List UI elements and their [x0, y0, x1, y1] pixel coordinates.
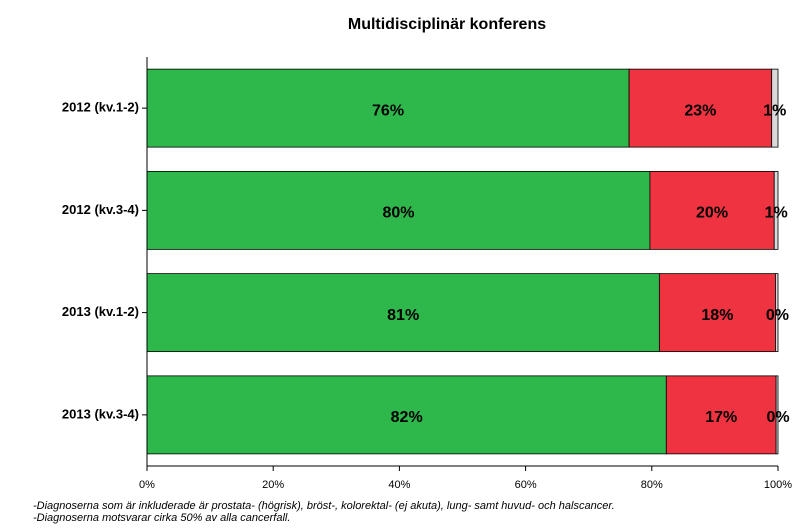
data-label: 23% — [684, 102, 716, 119]
footnote: -Diagnoserna som är inkluderade är prost… — [33, 500, 615, 512]
data-label: 82% — [391, 409, 423, 426]
x-tick-label: 0% — [139, 479, 155, 491]
bar-segment — [146, 68, 630, 148]
bar-segment — [628, 68, 773, 148]
y-tick-label: 2013 (kv.1-2) — [62, 304, 139, 319]
bar-segment — [775, 375, 779, 455]
x-tick-label: 40% — [388, 479, 410, 491]
data-label: 18% — [701, 307, 733, 324]
bar-segment — [658, 273, 776, 353]
footnote: -Diagnoserna motsvarar cirka 50% av alla… — [33, 512, 290, 524]
bar-segment — [146, 170, 651, 250]
x-tick-label: 20% — [262, 479, 284, 491]
bar-segment — [771, 68, 779, 148]
data-label: 80% — [382, 205, 414, 222]
data-label: 17% — [705, 409, 737, 426]
chart-title: Multidisciplinär konferens — [348, 16, 546, 33]
x-tick-label: 100% — [764, 479, 792, 491]
y-tick-label: 2013 (kv.3-4) — [62, 406, 139, 421]
data-label: 0% — [766, 307, 789, 324]
data-label: 81% — [387, 307, 419, 324]
bar-segment — [649, 170, 775, 250]
data-label: 20% — [696, 205, 728, 222]
data-label: 1% — [763, 102, 786, 119]
bar-segment — [775, 273, 779, 353]
bar-segment — [146, 273, 660, 353]
bar-segment — [146, 375, 667, 455]
data-label: 76% — [372, 102, 404, 119]
bar-segment — [665, 375, 777, 455]
x-tick-label: 60% — [515, 479, 537, 491]
bar-segment — [773, 170, 779, 250]
x-tick-label: 80% — [641, 479, 663, 491]
data-label: 1% — [765, 205, 788, 222]
y-tick-label: 2012 (kv.3-4) — [62, 202, 139, 217]
y-tick-label: 2012 (kv.1-2) — [62, 100, 139, 115]
data-label: 0% — [767, 409, 790, 426]
